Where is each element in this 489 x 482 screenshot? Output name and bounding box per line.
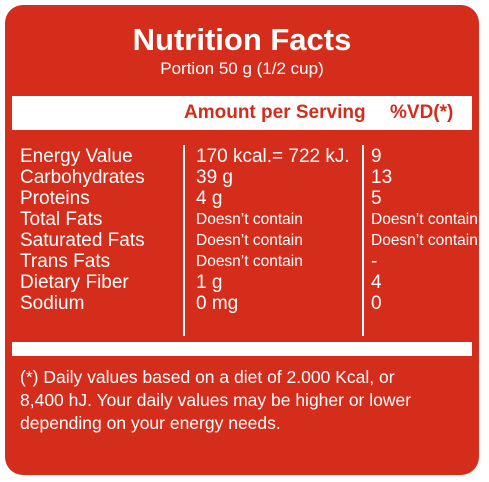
amount-per-serving-header: Amount per Serving xyxy=(184,102,366,123)
nutrient-amount: Doesn’t contain xyxy=(196,253,303,270)
daily-value-footnote: (*) Daily values based on a diet of 2.00… xyxy=(20,367,412,433)
portion-size: Portion 50 g (1/2 cup) xyxy=(160,59,324,78)
nutrient-daily-value: 9 xyxy=(371,146,382,167)
nutrient-name: Trans Fats xyxy=(20,251,111,272)
nutrient-amount: 39 g xyxy=(196,167,233,188)
table-header: Amount per Serving %VD(*) xyxy=(12,96,472,130)
nutrient-amount: 4 g xyxy=(196,188,223,209)
nutrient-name: Energy Value xyxy=(20,146,133,167)
nutrient-name: Carbohydrates xyxy=(20,167,145,188)
nutrient-table: Energy Value 170 kcal.= 722 kJ. 9 Carboh… xyxy=(5,146,479,314)
table-row: Dietary Fiber 1 g 4 xyxy=(5,272,479,293)
nutrient-amount: 170 kcal.= 722 kJ. xyxy=(196,146,350,167)
nutrient-amount: Doesn’t contain xyxy=(196,211,303,228)
table-row: Carbohydrates 39 g 13 xyxy=(5,167,479,188)
nutrient-daily-value: 0 xyxy=(371,293,382,314)
nutrient-amount: 0 mg xyxy=(196,293,239,314)
table-row: Energy Value 170 kcal.= 722 kJ. 9 xyxy=(5,146,479,167)
nutrient-name: Total Fats xyxy=(20,209,103,230)
table-row: Trans Fats Doesn’t contain - xyxy=(5,251,479,272)
nutrient-daily-value: - xyxy=(371,251,378,272)
table-row: Proteins 4 g 5 xyxy=(5,188,479,209)
daily-value-header: %VD(*) xyxy=(390,102,454,123)
nutrient-name: Sodium xyxy=(20,293,85,314)
table-row: Saturated Fats Doesn’t contain Doesn’t c… xyxy=(5,230,479,251)
label-title: Nutrition Facts xyxy=(132,22,352,57)
nutrient-daily-value: Doesn’t contain xyxy=(371,232,478,249)
table-row: Total Fats Doesn’t contain Doesn’t conta… xyxy=(5,209,479,230)
column-divider xyxy=(183,145,185,336)
nutrient-daily-value: 4 xyxy=(371,272,382,293)
nutrient-daily-value: 5 xyxy=(371,188,382,209)
nutrient-name: Saturated Fats xyxy=(20,230,145,251)
column-divider xyxy=(362,145,364,336)
table-row: Sodium 0 mg 0 xyxy=(5,293,479,314)
nutrient-name: Proteins xyxy=(20,188,90,209)
nutrient-amount: Doesn’t contain xyxy=(196,232,303,249)
footer-divider-band xyxy=(12,342,472,356)
nutrient-amount: 1 g xyxy=(196,272,223,293)
nutrient-daily-value: 13 xyxy=(371,167,393,188)
nutrient-daily-value: Doesn’t contain xyxy=(371,211,478,228)
nutrition-label: Nutrition Facts Portion 50 g (1/2 cup) A… xyxy=(5,5,479,475)
nutrient-name: Dietary Fiber xyxy=(20,272,129,293)
